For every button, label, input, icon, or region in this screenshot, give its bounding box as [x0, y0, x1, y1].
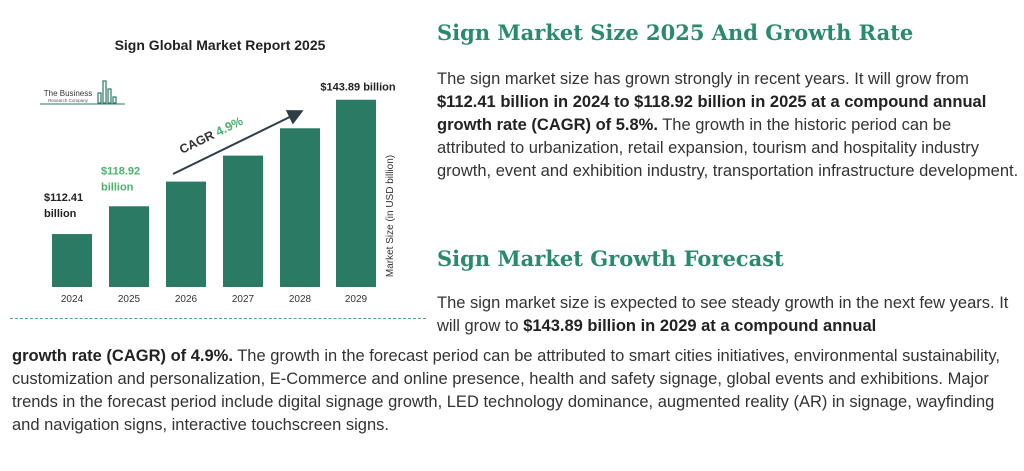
cagr-arrow — [172, 110, 304, 175]
section2-text-bold-2: growth rate (CAGR) of 4.9%. — [12, 347, 233, 365]
chart-divider — [10, 318, 426, 319]
logo-bar — [107, 88, 112, 104]
section1-text-a: The sign market size has grown strongly … — [437, 70, 969, 88]
x-tick-label-2027: 2027 — [232, 294, 255, 305]
bar-chart-svg: Sign Global Market Report 2025 The Busine… — [40, 37, 396, 305]
cagr-text: CAGR — [177, 126, 219, 156]
cagr-label: CAGR 4.9% — [177, 114, 245, 157]
x-tick-label-2029: 2029 — [345, 294, 368, 305]
section1-paragraph: The sign market size has grown strongly … — [437, 68, 1019, 183]
bar-2027 — [223, 155, 263, 287]
y-axis-label: Market Size (in USD billion) — [385, 155, 396, 277]
logo-text-main: The Business — [44, 89, 92, 98]
logo — [40, 80, 125, 105]
cagr-value: 4.9% — [213, 114, 245, 139]
x-tick-label-2024: 2024 — [61, 294, 84, 305]
logo-bar — [102, 80, 107, 104]
section1-heading: Sign Market Size 2025 And Growth Rate — [437, 20, 914, 45]
chart-title: Sign Global Market Report 2025 — [115, 37, 326, 53]
bar-2024 — [52, 234, 92, 287]
section1-text-c: The growth in the historic period can be… — [437, 116, 1019, 180]
section2-heading: Sign Market Growth Forecast — [437, 246, 784, 271]
data-label-2024-unit: billion — [44, 208, 77, 220]
data-label-2024-value: $112.41 — [44, 192, 83, 204]
x-tick-label-2028: 2028 — [289, 294, 312, 305]
bar-2029 — [336, 99, 376, 288]
x-tick-label-2025: 2025 — [118, 294, 141, 305]
bar-2028 — [280, 128, 320, 287]
section1-text-bold: $112.41 billion in 2024 to $118.92 billi… — [437, 93, 987, 134]
section2-text-c: The growth in the forecast period can be… — [12, 347, 1000, 434]
data-label-2029: $143.89 billion — [320, 82, 395, 94]
data-label-2025-unit: billion — [101, 181, 134, 193]
logo-text-sub: Research Company — [48, 98, 89, 103]
section2-paragraph-bottom: growth rate (CAGR) of 4.9%. The growth i… — [12, 345, 1017, 437]
section2-text-bold-1: $143.89 billion in 2029 at a compound an… — [523, 317, 877, 335]
logo-bar — [112, 96, 117, 104]
logo-bar — [97, 92, 102, 104]
bar-2026 — [166, 181, 206, 287]
section2-paragraph-top: The sign market size is expected to see … — [437, 292, 1019, 338]
x-tick-label-2026: 2026 — [175, 294, 198, 305]
market-chart: Sign Global Market Report 2025 The Busine… — [10, 20, 430, 320]
section2-text-a: The sign market size is expected to see … — [437, 294, 1009, 335]
bar-2025 — [109, 206, 149, 287]
data-label-2025-value: $118.92 — [101, 165, 140, 177]
